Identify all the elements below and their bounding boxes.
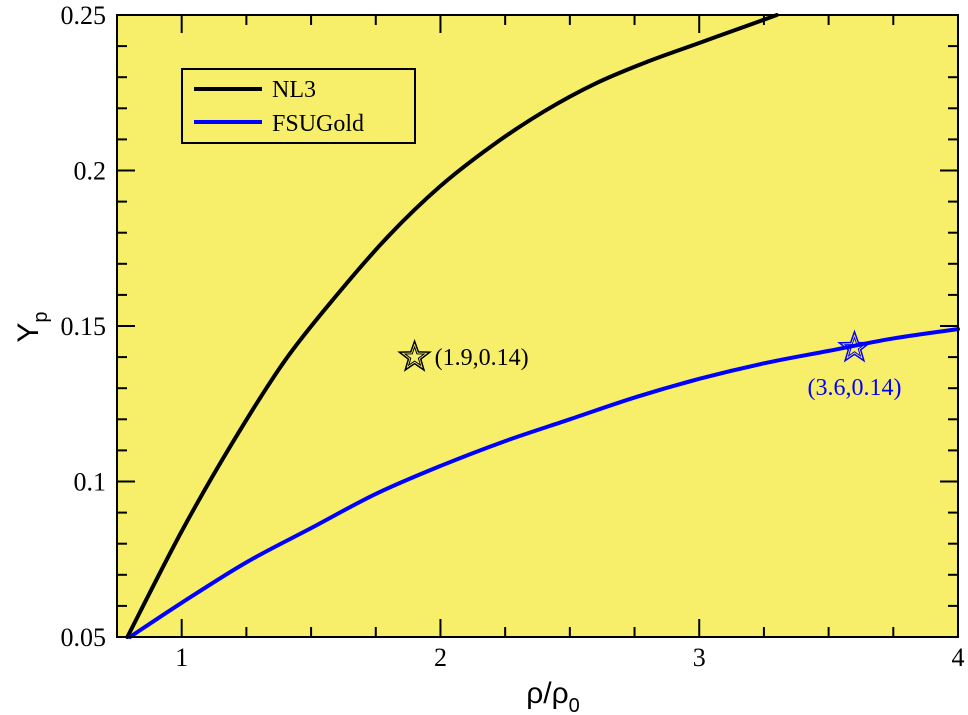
legend: NL3 FSUGold (181, 68, 416, 144)
x-axis-label-sub: 0 (569, 695, 580, 715)
y-tick-label: 0.2 (74, 157, 107, 186)
x-tick-label: 4 (952, 643, 965, 672)
star-marker (397, 338, 432, 372)
series-line-nl3 (125, 13, 779, 639)
y-tick-label: 0.05 (61, 623, 107, 652)
annotations: (1.9,0.14) (3.6,0.14) (397, 329, 902, 401)
y-tick-label: 0.15 (61, 312, 107, 341)
plot-frame (116, 14, 959, 638)
x-tick-labels: 1 2 3 4 (175, 643, 964, 672)
x-axis-label: ρ/ρ0 (526, 677, 580, 715)
y-axis-label-sub: p (30, 311, 52, 322)
series-line-fsugold (127, 327, 960, 639)
x-tick-label: 2 (434, 643, 447, 672)
x-tick-label: 3 (693, 643, 706, 672)
annotation-label: (3.6,0.14) (808, 375, 902, 401)
legend-label-nl3: NL3 (272, 77, 316, 103)
star-marker (837, 329, 872, 363)
legend-label-fsugold: FSUGold (272, 111, 364, 137)
annotation-label: (1.9,0.14) (435, 345, 529, 371)
y-tick-labels: 0.05 0.1 0.15 0.2 0.25 (61, 1, 107, 652)
y-tick-label: 0.1 (74, 468, 107, 497)
y-axis-label-main: Y (12, 323, 45, 343)
x-axis-label-main: ρ/ρ (526, 677, 568, 710)
data-series (125, 13, 960, 639)
x-tick-label: 1 (175, 643, 188, 672)
y-axis-label: Yp (12, 311, 52, 342)
star-marker-inner (403, 345, 426, 367)
y-tick-label: 0.25 (61, 1, 107, 30)
star-marker-inner (843, 336, 866, 358)
legend-box (181, 68, 416, 144)
